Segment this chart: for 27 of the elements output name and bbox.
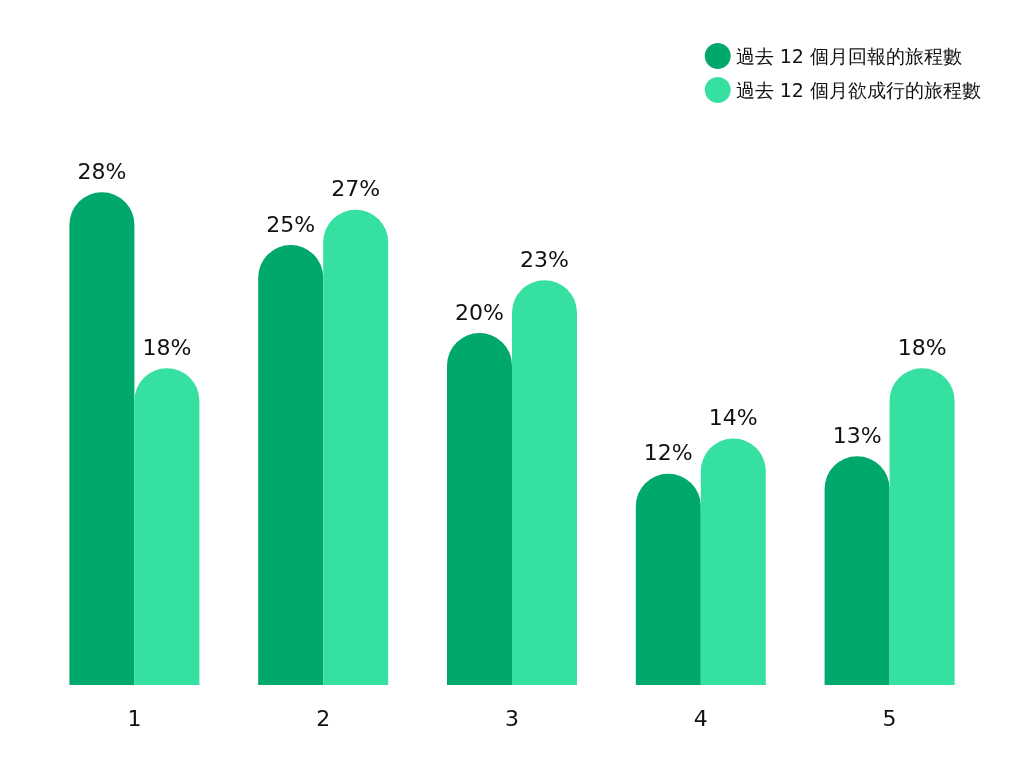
bar bbox=[889, 368, 955, 685]
data-label: 13% bbox=[832, 422, 882, 448]
bar bbox=[635, 473, 701, 685]
data-label: 12% bbox=[643, 440, 693, 466]
bar bbox=[700, 438, 766, 685]
bar bbox=[447, 333, 512, 685]
data-label: 28% bbox=[77, 158, 127, 184]
x-tick-label: 2 bbox=[316, 705, 331, 731]
bar bbox=[323, 209, 389, 685]
x-tick-label: 5 bbox=[882, 705, 897, 731]
data-label: 25% bbox=[266, 211, 316, 237]
data-label: 23% bbox=[520, 246, 569, 272]
bar bbox=[258, 245, 324, 685]
x-tick-label: 4 bbox=[693, 705, 708, 731]
data-label: 18% bbox=[897, 334, 947, 360]
bar bbox=[512, 280, 577, 685]
data-label: 14% bbox=[708, 405, 758, 431]
bar bbox=[134, 368, 200, 685]
data-label: 20% bbox=[455, 299, 504, 325]
data-label: 18% bbox=[142, 334, 192, 360]
bar bbox=[69, 192, 135, 685]
x-tick-label: 3 bbox=[505, 705, 519, 731]
data-label: 27% bbox=[331, 176, 381, 202]
legend-label: 過去 12 個月回報的旅程數 bbox=[735, 45, 963, 67]
bar bbox=[824, 456, 890, 685]
x-tick-label: 1 bbox=[127, 705, 142, 731]
legend-label: 過去 12 個月欲成行的旅程數 bbox=[735, 79, 982, 101]
